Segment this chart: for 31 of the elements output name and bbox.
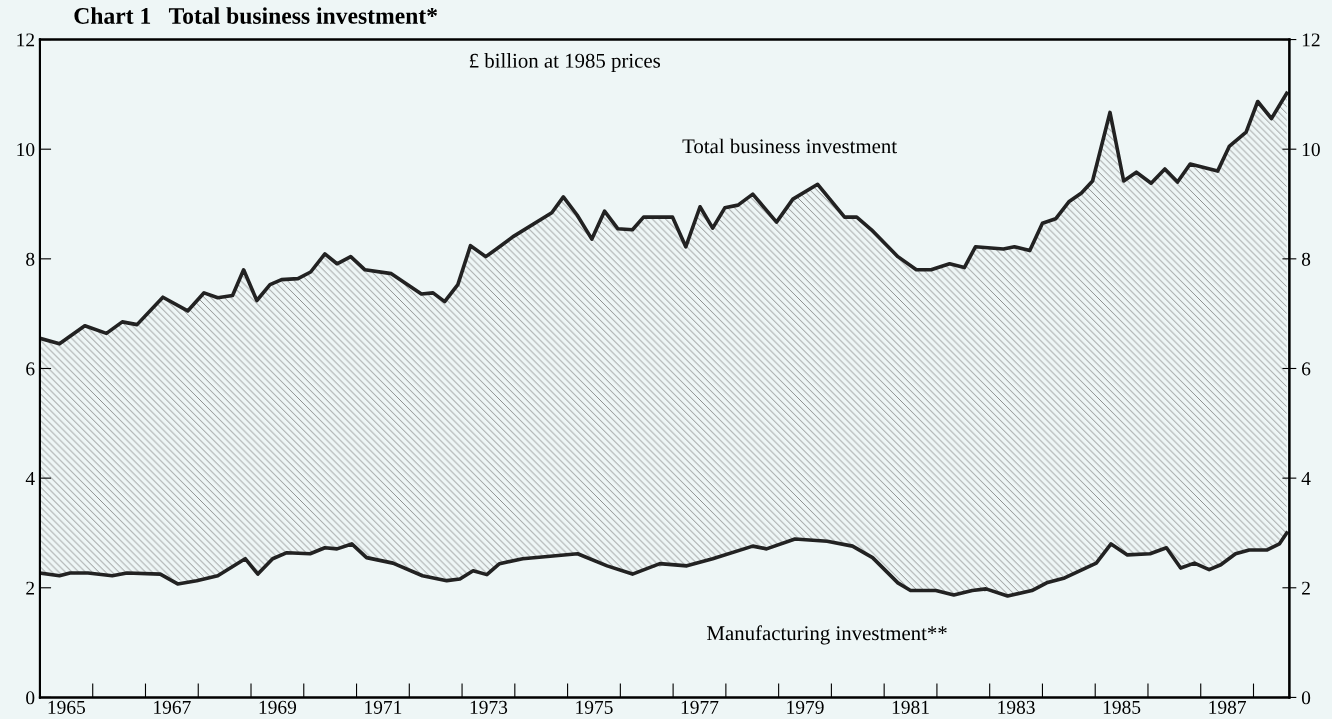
y2-tick-label: 2	[1302, 581, 1310, 595]
x-tick-label: 1979	[787, 700, 824, 714]
y-tick-label: 8	[26, 252, 35, 266]
x-tick-label: 1983	[998, 700, 1035, 714]
y2-tick-label: 12	[1302, 33, 1320, 47]
y2-tick-label: 6	[1302, 362, 1311, 376]
y-tick-label: 12	[17, 33, 35, 47]
text: Total business investment	[682, 138, 897, 154]
line-series	[39, 531, 1289, 598]
y-tick-label: 2	[26, 581, 35, 595]
x-tick-label: 1967	[154, 700, 191, 714]
y2-tick-label: 4	[1301, 472, 1311, 485]
y-tick-label: 0	[26, 691, 35, 705]
y-tick-label: 4	[25, 472, 35, 485]
chart-title: Chart 1 Total business investment*	[74, 7, 438, 24]
x-tick-label: 1973	[470, 700, 508, 714]
y2-tick-label: 8	[1301, 252, 1311, 266]
y-tick-label: 10	[17, 143, 35, 157]
text: £ billion at 1985 prices	[469, 53, 661, 73]
x-tick-label: 1985	[1103, 700, 1141, 714]
x-tick-label: 1971	[365, 700, 402, 714]
x-tick-label: 1965	[48, 700, 86, 714]
x-tick-label: 1975	[576, 700, 613, 714]
y2-tick-label: 0	[1301, 691, 1311, 705]
y-tick-label: 6	[26, 362, 35, 376]
x-tick-label: 1969	[259, 700, 297, 714]
series-label: Manufacturing investment**	[707, 625, 947, 645]
y2-tick-label: 10	[1302, 143, 1320, 157]
x-tick-label: 1987	[1209, 700, 1246, 714]
x-tick-label: 1977	[681, 700, 719, 714]
x-tick-label: 1981	[892, 700, 929, 714]
